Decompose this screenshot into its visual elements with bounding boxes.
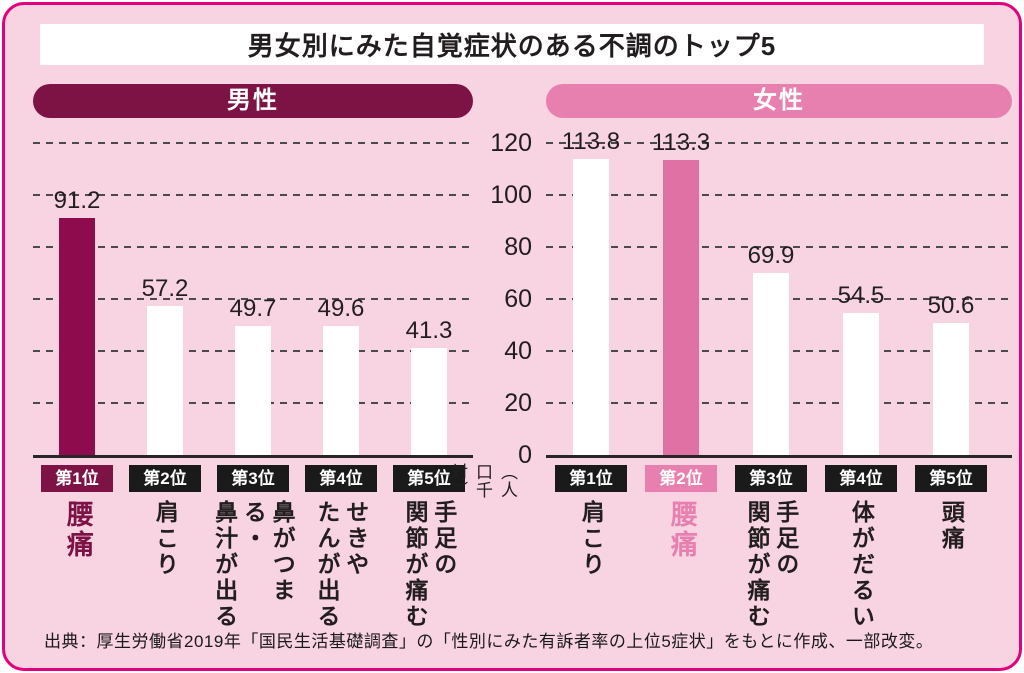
bar xyxy=(843,313,879,455)
y-axis-unit: （人口千対） xyxy=(448,463,517,499)
category-label: 腰痛 xyxy=(62,500,93,560)
bar-highlighted xyxy=(59,217,95,455)
y-tick: 0 xyxy=(518,441,532,469)
gridline xyxy=(33,246,473,248)
category-label: 体がだるい xyxy=(848,500,875,630)
source-note: 出典：厚生労働省2019年「国民生活基礎調査」の「性別にみた有訴者率の上位5症状… xyxy=(44,632,934,651)
rank-badge: 第1位 xyxy=(41,465,113,492)
category-label: 肩こり xyxy=(578,500,605,578)
category-label: 肩こり xyxy=(152,500,179,578)
bar xyxy=(147,306,183,455)
gridline xyxy=(546,142,1012,144)
rank-badge: 第5位 xyxy=(393,465,465,492)
rank-badge: 第2位 xyxy=(129,465,201,492)
rank-badge: 第1位 xyxy=(555,465,627,492)
male-chart: 男性 91.2 57.2 49.7 49.6 41.3 第1位腰痛 第2位肩こり 第3位鼻が… xyxy=(33,84,473,644)
bar-value: 57.2 xyxy=(141,275,189,303)
gridline xyxy=(546,194,1012,196)
rank-badge: 第2位 xyxy=(645,465,717,492)
category-label: 腰痛 xyxy=(666,500,697,560)
female-chart: 女性 113.8 113.3 69.9 54.5 50.6 第1位肩こり 第2位腰痛 第3位… xyxy=(546,84,1012,644)
page-title: 男女別にみた自覚症状のある不調のトップ5 xyxy=(247,31,777,61)
plot-area: 91.2 57.2 49.7 49.6 41.3 xyxy=(33,130,473,458)
bar xyxy=(573,159,609,455)
y-tick: 60 xyxy=(504,285,532,313)
bar-value: 50.6 xyxy=(927,292,975,320)
female-header-pill: 女性 xyxy=(546,84,1012,118)
title-bar: 男女別にみた自覚症状のある不調のトップ5 xyxy=(40,24,984,65)
category-label: 手足の 関節が痛む xyxy=(402,500,457,630)
rank-badge: 第3位 xyxy=(217,465,289,492)
bar-value: 41.3 xyxy=(405,316,453,344)
rank-badge: 第5位 xyxy=(915,465,987,492)
rank-badge: 第4位 xyxy=(825,465,897,492)
gridline xyxy=(33,194,473,196)
plot-area: 113.8 113.3 69.9 54.5 50.6 xyxy=(546,128,1012,458)
bar-value: 91.2 xyxy=(53,186,101,214)
y-tick: 120 xyxy=(490,129,532,157)
male-header-pill: 男性 xyxy=(33,84,473,118)
gridline xyxy=(33,298,473,300)
y-tick: 80 xyxy=(504,233,532,261)
category-label: 鼻がつまる・ 鼻汁が出る xyxy=(211,500,296,630)
bar-value: 54.5 xyxy=(837,282,885,310)
bar xyxy=(753,273,789,455)
y-tick: 40 xyxy=(504,337,532,365)
bar xyxy=(235,325,271,455)
rank-badge: 第4位 xyxy=(305,465,377,492)
bar-value: 69.9 xyxy=(747,242,795,270)
bar xyxy=(323,326,359,455)
category-label: 手足の 関節が痛む xyxy=(744,500,799,630)
y-tick: 100 xyxy=(490,181,532,209)
rank-badge: 第3位 xyxy=(735,465,807,492)
y-axis: （人口千対） 120 100 80 60 40 20 0 xyxy=(448,129,534,499)
category-label: 頭痛 xyxy=(938,500,965,552)
bar-highlighted xyxy=(663,160,699,455)
bar-value: 113.3 xyxy=(651,129,711,157)
bar xyxy=(411,347,447,455)
bar-value: 49.7 xyxy=(229,294,277,322)
category-label: せきや たんが出る xyxy=(314,500,369,630)
bar xyxy=(933,323,969,455)
bar-value: 49.6 xyxy=(317,295,365,323)
gridline xyxy=(33,142,473,144)
bar-value: 113.8 xyxy=(561,128,621,156)
gridline xyxy=(546,246,1012,248)
y-tick: 20 xyxy=(504,389,532,417)
